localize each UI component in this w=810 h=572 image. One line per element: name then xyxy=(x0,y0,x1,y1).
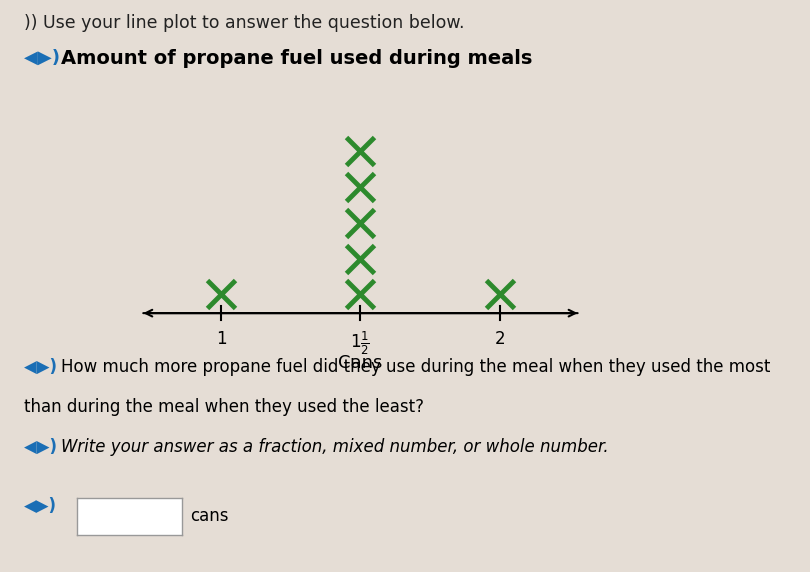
Text: Write your answer as a fraction, mixed number, or whole number.: Write your answer as a fraction, mixed n… xyxy=(61,438,608,455)
Text: )) Use your line plot to answer the question below.: )) Use your line plot to answer the ques… xyxy=(24,14,465,32)
Text: $1\frac{1}{2}$: $1\frac{1}{2}$ xyxy=(351,330,370,358)
Text: ◀▶): ◀▶) xyxy=(24,358,63,375)
Text: than during the meal when they used the least?: than during the meal when they used the … xyxy=(24,398,424,415)
Text: ◀▶): ◀▶) xyxy=(24,49,66,66)
Text: How much more propane fuel did they use during the meal when they used the most: How much more propane fuel did they use … xyxy=(61,358,770,375)
Text: 2: 2 xyxy=(494,330,505,348)
Text: 1: 1 xyxy=(216,330,227,348)
Text: ◀▶): ◀▶) xyxy=(24,438,63,455)
Text: ◀▶): ◀▶) xyxy=(24,497,58,515)
Text: cans: cans xyxy=(190,507,229,525)
Text: Amount of propane fuel used during meals: Amount of propane fuel used during meals xyxy=(61,49,532,67)
Text: Cans: Cans xyxy=(339,355,382,372)
